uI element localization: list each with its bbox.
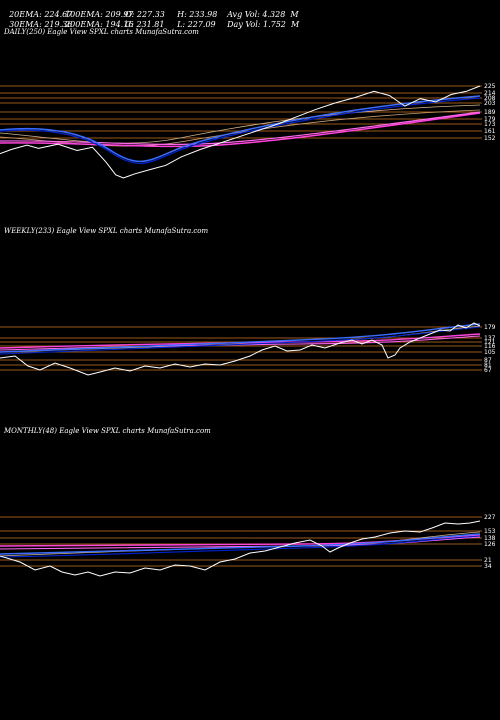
avg-vol-label: Avg Vol: 4.328 M <box>227 10 299 19</box>
ema30-label: 30EMA: 219.36 <box>9 20 73 29</box>
daily-price-line <box>0 85 481 179</box>
price-tick-label: 179 <box>484 116 496 123</box>
weekly-ema-pink-2 <box>0 335 481 351</box>
price-tick-label: 126 <box>484 541 496 548</box>
price-tick-label: 161 <box>484 128 496 135</box>
price-tick-label: 189 <box>484 109 496 116</box>
close-label: C: 231.81 <box>125 20 165 29</box>
daily-ema-tan-1 <box>0 104 481 144</box>
high-label: H: 233.98 <box>177 10 218 19</box>
ema200-label: 200EMA: 194.16 <box>65 20 134 29</box>
price-tick-label: 203 <box>484 100 496 107</box>
weekly-ema-blue-2 <box>0 326 481 355</box>
weekly-price-line <box>0 322 481 376</box>
monthly-ema-blue-2 <box>0 535 481 558</box>
day-vol-label: Day Vol: 1.752 M <box>227 20 300 29</box>
weekly-ema-blue-1 <box>0 323 481 353</box>
low-label: L: 227.09 <box>177 20 216 29</box>
weekly-panel-title: WEEKLY(233) Eagle View SPXL charts Munaf… <box>4 227 209 235</box>
price-tick-label: 137 <box>484 335 496 342</box>
monthly-panel-title: MONTHLY(48) Eagle View SPXL charts Munaf… <box>4 427 211 435</box>
price-tick-label: 227 <box>484 514 496 521</box>
monthly-hlines <box>0 516 482 567</box>
price-tick-label: 81 <box>484 362 492 369</box>
price-tick-label: 153 <box>484 528 496 535</box>
monthly-price-line <box>0 520 481 577</box>
price-tick-label: 87 <box>484 357 492 364</box>
price-tick-label: 179 <box>484 324 496 331</box>
price-tick-label: 21 <box>484 557 492 564</box>
ema20-label: 20EMA: 224.67 <box>9 10 73 19</box>
price-tick-label: 67 <box>484 367 492 374</box>
daily-ema-pink-1 <box>0 112 481 148</box>
price-tick-label: 138 <box>484 535 496 542</box>
price-tick-label: 105 <box>484 349 496 356</box>
price-tick-label: 152 <box>484 135 496 142</box>
daily-ema-blue-1 <box>0 95 481 163</box>
price-tick-label: 173 <box>484 121 496 128</box>
daily-panel-title: DAILY(250) Eagle View SPXL charts Munafa… <box>4 28 199 36</box>
daily-hlines <box>0 85 482 139</box>
header-row-1: 20EMA: 224.67100EMA: 209.97O: 227.33 H: 2… <box>4 1 299 19</box>
header-row-2: 30EMA: 219.36200EMA: 194.16C: 231.81 L: 2… <box>4 11 299 29</box>
price-tick-label: 34 <box>484 563 492 570</box>
ema100-label: 100EMA: 209.97 <box>65 10 134 19</box>
price-tick-label: 214 <box>484 90 496 97</box>
price-tick-label: 225 <box>484 83 496 90</box>
daily-ema-pink-2 <box>0 111 481 146</box>
open-label: O: 227.33 <box>125 10 165 19</box>
daily-ema-tan-2 <box>0 109 481 147</box>
price-tick-label: 121 <box>484 339 496 346</box>
daily-ema-blue-2 <box>0 97 481 164</box>
price-tick-label: 208 <box>484 95 496 102</box>
price-tick-label: 116 <box>484 343 496 350</box>
